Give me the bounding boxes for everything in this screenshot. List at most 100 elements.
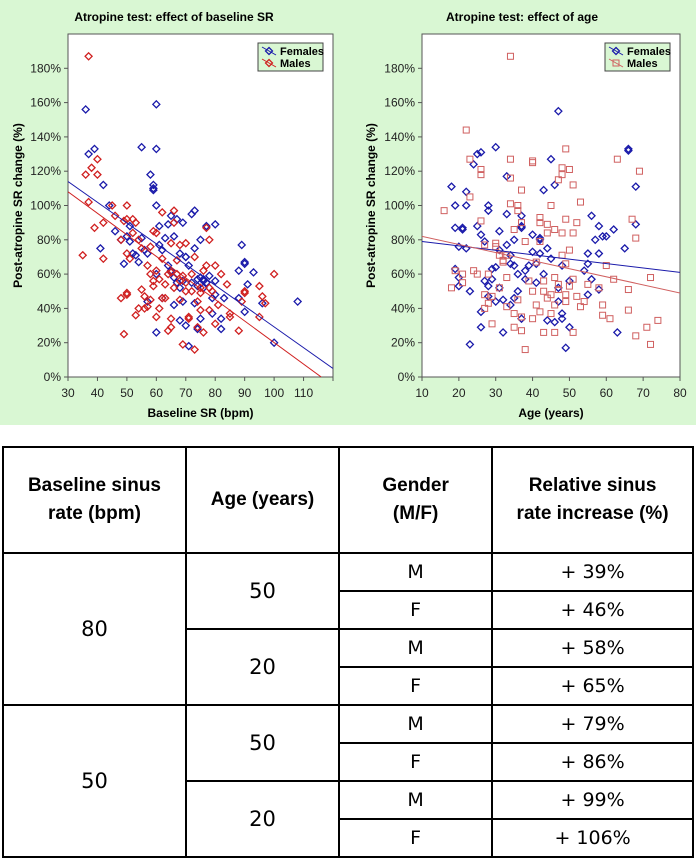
data-point-males	[269, 269, 279, 279]
data-point-males	[93, 170, 102, 180]
data-point-males	[569, 275, 577, 283]
data-point-females	[458, 225, 467, 234]
data-point-males	[169, 206, 179, 216]
y-tick-label: 40%	[37, 301, 61, 315]
x-tick-label: 10	[415, 386, 429, 400]
header-gender: Gender (M/F)	[338, 446, 494, 554]
data-point-females	[190, 243, 200, 253]
increase-cell: + 46%	[491, 590, 694, 630]
data-point-males	[187, 269, 197, 279]
data-point-females	[201, 221, 211, 231]
data-point-females	[509, 235, 519, 245]
data-point-males	[514, 207, 522, 215]
y-tick-label: 80%	[391, 233, 415, 247]
data-point-males	[499, 256, 507, 264]
data-point-females	[210, 276, 220, 286]
header-line: Gender	[382, 475, 449, 496]
data-point-females	[528, 230, 537, 240]
table-row: F + 46%	[3, 590, 694, 630]
legend-marker-females	[611, 46, 621, 56]
data-point-females	[476, 147, 486, 157]
data-point-females	[609, 225, 619, 234]
data-point-males	[201, 261, 211, 270]
data-point-males	[199, 266, 208, 276]
data-point-females	[216, 314, 226, 324]
data-point-females	[483, 201, 493, 210]
data-point-males	[122, 288, 132, 298]
data-point-males	[510, 310, 518, 318]
data-point-females	[169, 300, 179, 310]
data-point-males	[503, 303, 511, 311]
data-point-females	[201, 278, 211, 288]
y-tick-label: 120%	[30, 164, 61, 178]
header-line: Baseline sinus	[27, 475, 161, 496]
data-point-males	[181, 286, 191, 296]
y-tick-label: 180%	[30, 61, 61, 75]
header-line: (M/F)	[392, 503, 439, 524]
data-point-males	[122, 201, 132, 210]
legend-line-females	[261, 46, 277, 56]
data-point-females	[535, 233, 545, 243]
data-point-females	[583, 249, 593, 258]
data-point-females	[557, 309, 567, 318]
data-point-females	[178, 297, 188, 306]
data-point-males	[116, 293, 126, 303]
data-point-males	[119, 329, 129, 339]
data-point-males	[440, 207, 448, 215]
data-point-males	[122, 290, 132, 300]
gender-cell: F	[338, 818, 494, 858]
data-point-males	[184, 314, 194, 324]
data-point-males	[514, 202, 522, 209]
data-point-males	[237, 297, 247, 306]
x-tick-label: 100	[264, 386, 284, 400]
data-point-females	[157, 245, 167, 255]
y-axis-label: Post-atropine SR change (%)	[11, 123, 25, 288]
data-point-males	[506, 155, 514, 163]
data-point-females	[454, 273, 464, 282]
data-point-males	[190, 252, 200, 262]
data-point-females	[513, 269, 523, 279]
data-point-males	[196, 288, 205, 298]
data-point-females	[542, 243, 552, 253]
y-tick-label: 60%	[391, 267, 415, 281]
data-point-females	[95, 243, 105, 253]
data-point-males	[602, 262, 610, 270]
data-point-males	[632, 234, 640, 242]
baseline-cell: 50	[2, 704, 187, 858]
data-point-females	[146, 170, 155, 180]
chart-age-plot: 0% 20% 40% 60% 80% 100% 120% 140% 160% 180% 10 20 30…	[364, 33, 687, 420]
data-point-females	[476, 322, 486, 332]
data-point-males	[543, 229, 551, 237]
y-tick-label: 140%	[30, 130, 61, 144]
data-point-males	[84, 197, 94, 207]
data-point-males	[506, 52, 514, 60]
data-point-males	[151, 312, 161, 322]
data-point-males	[551, 274, 559, 282]
data-point-females	[90, 144, 99, 154]
data-point-females	[119, 259, 129, 269]
data-point-males	[518, 313, 526, 321]
data-point-females	[472, 221, 482, 231]
data-point-females	[166, 211, 176, 221]
trendline-females	[422, 241, 680, 273]
data-point-males	[613, 155, 621, 163]
data-point-males	[576, 303, 584, 311]
data-point-males	[98, 254, 108, 264]
data-point-females	[472, 149, 482, 159]
data-point-females	[81, 105, 91, 114]
data-point-males	[506, 174, 514, 182]
data-point-males	[128, 228, 138, 238]
data-point-males	[459, 270, 467, 278]
data-point-females	[623, 146, 633, 156]
y-tick-label: 0%	[398, 370, 416, 384]
increase-cell: + 86%	[491, 742, 694, 782]
data-point-males	[573, 219, 581, 227]
data-point-males	[98, 218, 108, 228]
data-point-females	[190, 298, 200, 308]
data-point-males	[134, 303, 144, 313]
legend-label-males: Males	[627, 58, 658, 70]
data-point-males	[175, 295, 185, 305]
y-tick-label: 180%	[384, 61, 415, 75]
x-tick-label: 40	[91, 386, 105, 400]
data-point-males	[466, 193, 474, 201]
